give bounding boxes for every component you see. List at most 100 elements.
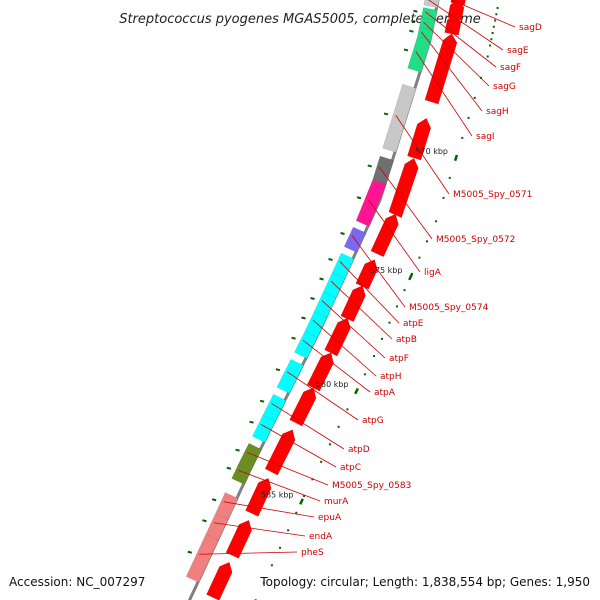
gene-label: sagH bbox=[486, 107, 509, 117]
feature-tick bbox=[340, 232, 345, 236]
minor-tick bbox=[489, 44, 492, 47]
outer-strand-features bbox=[206, 0, 466, 600]
forward-cds-feature bbox=[388, 157, 419, 219]
major-tick-mark bbox=[408, 273, 413, 281]
gene-label: atpB bbox=[396, 335, 417, 345]
gene-label: atpE bbox=[403, 319, 424, 329]
minor-tick bbox=[435, 220, 438, 223]
gene-labels: sagD sagE sagF sagG sagH sagI M5005_Spy_0571 M5… bbox=[187, 0, 542, 558]
tick-label: 585 kbp bbox=[261, 491, 294, 500]
feature-tick bbox=[356, 196, 362, 200]
minor-tick bbox=[279, 546, 282, 549]
feature-tick bbox=[211, 498, 217, 502]
feature-tick bbox=[226, 466, 232, 470]
gene-leader-line bbox=[450, 0, 516, 28]
minor-tick bbox=[425, 240, 428, 243]
gene-feature-M5005_Spy_0571 bbox=[382, 83, 417, 153]
forward-cds-feature bbox=[340, 285, 366, 323]
gene-label: M5005_Spy_0583 bbox=[332, 481, 411, 491]
feature-tick bbox=[301, 316, 306, 320]
gene-leader-line bbox=[260, 423, 337, 468]
inner-strand-features bbox=[185, 0, 440, 583]
gene-leader-line bbox=[395, 115, 450, 195]
gene-feature-atpG bbox=[276, 358, 304, 394]
minor-tick bbox=[410, 272, 413, 275]
feature-tick bbox=[187, 550, 193, 554]
feature-tick bbox=[319, 277, 324, 281]
gene-leader-line bbox=[246, 451, 329, 486]
minor-tick bbox=[403, 289, 406, 292]
gene-label: epuA bbox=[318, 513, 342, 523]
gene-leader-line bbox=[223, 501, 315, 518]
gene-label: sagG bbox=[493, 82, 516, 92]
minor-tick bbox=[494, 19, 497, 22]
gene-label: atpH bbox=[380, 372, 402, 382]
gene-feature-M5005_Spy_0572 bbox=[372, 155, 394, 185]
gene-leader-line bbox=[199, 551, 298, 555]
gene-feature-atpC bbox=[252, 414, 276, 443]
feature-tick bbox=[202, 519, 207, 523]
gene-leader-line bbox=[415, 51, 473, 137]
major-tick-mark bbox=[453, 154, 459, 162]
gene-leader-line bbox=[425, 11, 497, 68]
gene-leader-line bbox=[368, 199, 421, 273]
feature-tick bbox=[367, 164, 372, 168]
accession-label: Accession: NC_007297 bbox=[9, 575, 145, 589]
forward-cds-feature bbox=[289, 387, 317, 427]
gene-label: sagD bbox=[519, 23, 542, 33]
gene-feature-murA bbox=[231, 464, 252, 485]
gene-leader-line bbox=[379, 166, 433, 240]
gene-leader-line bbox=[286, 371, 359, 421]
minor-tick bbox=[295, 511, 298, 514]
gene-leader-line bbox=[271, 403, 345, 450]
minor-tick bbox=[490, 38, 493, 41]
gene-label: atpD bbox=[348, 445, 370, 455]
gene-leader-line bbox=[321, 300, 386, 359]
gene-label: sagE bbox=[507, 46, 529, 56]
genome-summary: Topology: circular; Length: 1,838,554 bp… bbox=[259, 575, 590, 589]
feature-tick bbox=[235, 448, 240, 452]
minor-tick bbox=[461, 136, 464, 139]
feature-tick bbox=[383, 112, 389, 116]
forward-cds-feature bbox=[225, 519, 252, 559]
forward-cds-feature bbox=[370, 213, 399, 258]
tick-label: 570 kbp bbox=[415, 147, 448, 156]
gene-feature-sagE bbox=[423, 0, 440, 8]
forward-cds-feature bbox=[206, 561, 233, 600]
gene-label: M5005_Spy_0572 bbox=[436, 235, 515, 245]
gene-feature-atpA bbox=[294, 330, 318, 359]
minor-tick bbox=[418, 256, 421, 259]
gene-leader-line bbox=[312, 319, 377, 377]
gene-label: M5005_Spy_0571 bbox=[453, 190, 532, 200]
feature-tick bbox=[275, 368, 281, 372]
gene-label: sagI bbox=[476, 132, 495, 142]
feature-tick bbox=[409, 29, 414, 33]
feature-tick bbox=[403, 48, 409, 52]
gene-label: sagF bbox=[500, 63, 521, 73]
minor-tick bbox=[486, 55, 489, 58]
minor-tick bbox=[442, 196, 445, 199]
minor-tick bbox=[380, 337, 383, 340]
gene-feature-sagI bbox=[407, 36, 432, 73]
minor-tick bbox=[495, 13, 498, 16]
major-ticks: 570 kbp 575 kbp 580 kbp 585 kbp bbox=[261, 147, 459, 505]
minor-tick bbox=[311, 478, 314, 481]
feature-tick bbox=[310, 297, 315, 301]
minor-tick bbox=[328, 443, 331, 446]
gene-feature-pheS bbox=[185, 534, 219, 583]
gene-label: murA bbox=[324, 497, 349, 507]
gene-leader-line bbox=[339, 261, 400, 324]
feature-tick bbox=[328, 258, 333, 262]
tick-label: 575 kbp bbox=[370, 266, 403, 275]
minor-tick bbox=[346, 408, 349, 411]
gene-label: pheS bbox=[301, 548, 324, 558]
gene-label: M5005_Spy_0574 bbox=[409, 303, 489, 313]
gene-leader-line bbox=[238, 469, 321, 502]
minor-tick bbox=[492, 25, 495, 28]
tick-label: 580 kbp bbox=[316, 380, 349, 389]
minor-tick bbox=[373, 355, 376, 358]
gene-leader-line bbox=[213, 522, 306, 537]
minor-tick bbox=[473, 96, 476, 99]
minor-tick bbox=[467, 116, 470, 119]
minor-tick bbox=[388, 321, 391, 324]
